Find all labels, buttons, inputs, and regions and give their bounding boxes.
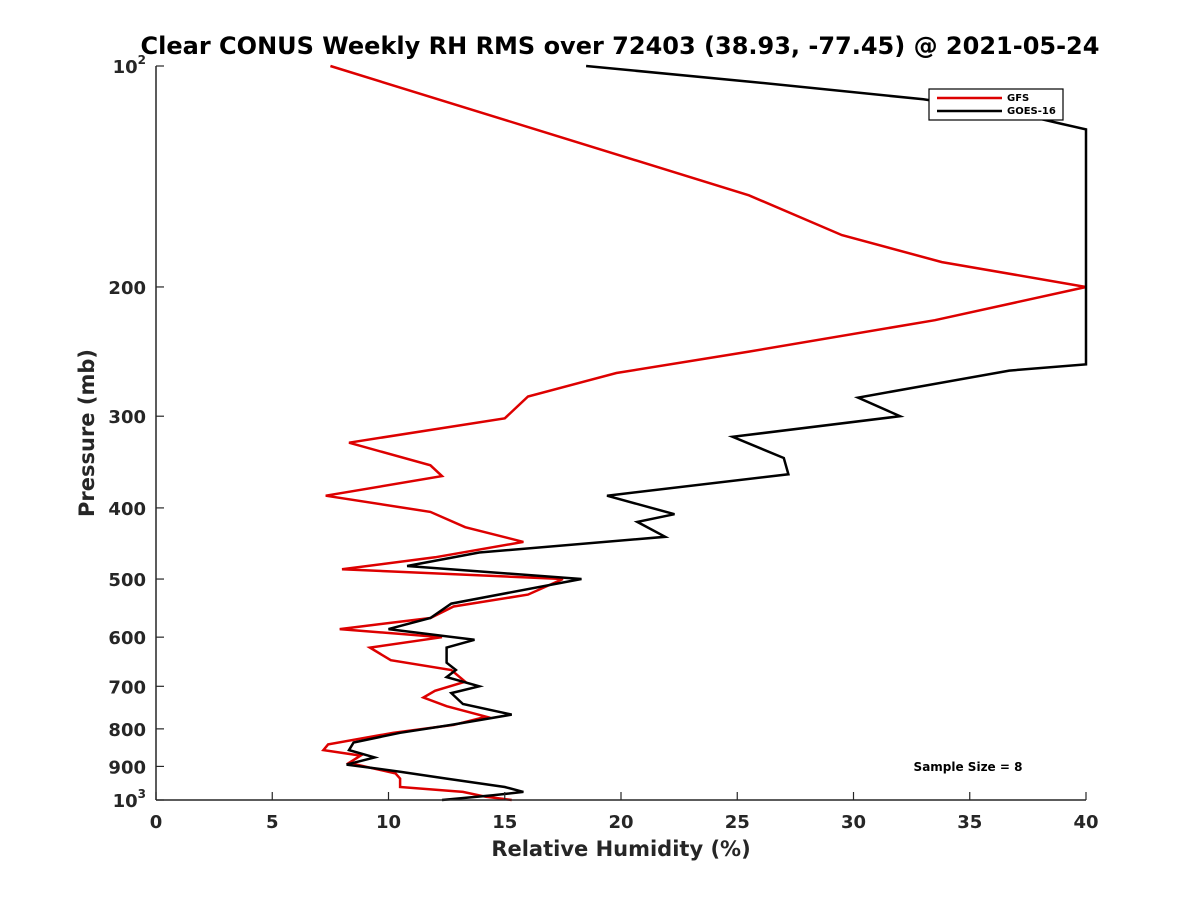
y-tick-label: 200 <box>108 278 146 299</box>
x-tick-label: 20 <box>608 812 633 833</box>
chart-title: Clear CONUS Weekly RH RMS over 72403 (38… <box>141 32 1100 60</box>
y-tick-label: 900 <box>108 757 146 778</box>
x-tick-label: 10 <box>376 812 401 833</box>
y-tick-label: 400 <box>108 499 146 520</box>
legend: GFS GOES-16 <box>928 88 1064 121</box>
y-tick-exponent: 3 <box>138 787 146 801</box>
x-tick-label: 35 <box>957 812 982 833</box>
legend-label-goes16: GOES-16 <box>1007 106 1056 117</box>
x-ticks: 0 5 10 15 20 25 30 35 40 <box>150 792 1099 833</box>
legend-label-gfs: GFS <box>1007 93 1029 104</box>
sample-size-annotation: Sample Size = 8 <box>914 760 1023 774</box>
y-tick-exponent: 2 <box>138 53 146 67</box>
y-tick-label: 700 <box>108 677 146 698</box>
series-layer <box>321 64 1088 802</box>
y-tick-label: 600 <box>108 628 146 649</box>
axes: 0 5 10 15 20 25 30 35 40 10220030040050060070080… <box>108 53 1098 833</box>
y-tick-label: 300 <box>108 407 146 428</box>
x-tick-label: 15 <box>492 812 517 833</box>
y-tick-label: 102 <box>113 53 146 78</box>
x-tick-label: 25 <box>725 812 750 833</box>
y-tick-base: 10 <box>113 57 138 78</box>
series-line-goes16 <box>346 64 1088 802</box>
y-axis-label: Pressure (mb) <box>75 349 99 517</box>
x-tick-label: 5 <box>266 812 279 833</box>
legend-box <box>928 88 1064 121</box>
y-tick-base: 10 <box>113 791 138 812</box>
x-axis-label: Relative Humidity (%) <box>491 837 750 861</box>
y-tick-label: 103 <box>113 787 146 812</box>
y-tick-label: 500 <box>108 570 146 591</box>
x-tick-label: 30 <box>841 812 866 833</box>
x-tick-label: 40 <box>1073 812 1098 833</box>
y-tick-label: 800 <box>108 720 146 741</box>
x-tick-label: 0 <box>150 812 163 833</box>
